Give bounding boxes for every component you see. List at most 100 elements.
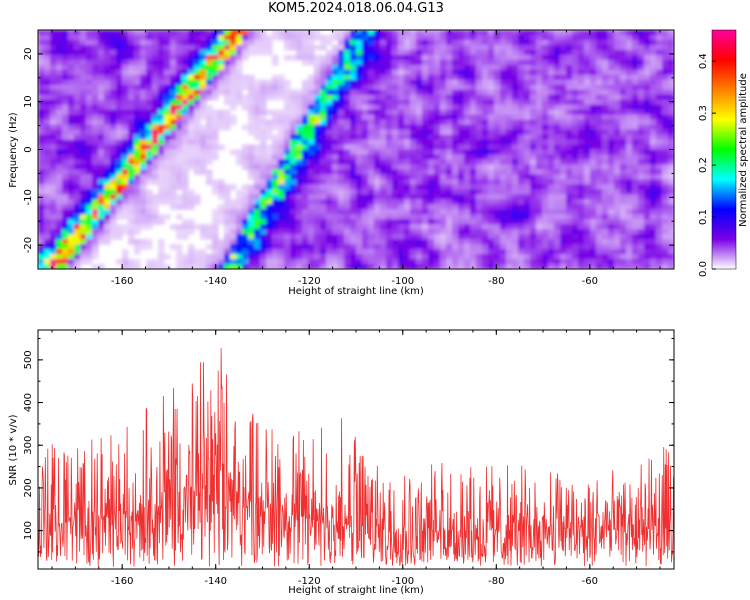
heatmap-cell [68,194,75,200]
heatmap-cell [152,59,159,66]
heatmap-cell [62,179,69,185]
heatmap-cell [158,124,165,131]
heatmap-cell [512,109,519,116]
heatmap-cell [404,54,411,61]
heatmap-cell [542,89,549,96]
heatmap-cell [398,129,405,136]
heatmap-cell [422,74,429,81]
heatmap-cell [314,159,321,166]
heatmap-cell [182,189,189,195]
heatmap-cell [308,99,315,106]
heatmap-cell [410,129,417,136]
heatmap-cell [140,204,147,210]
heatmap-cell [338,89,345,96]
heatmap-cell [350,59,357,66]
heatmap-cell [656,184,663,190]
heatmap-cell [410,74,417,81]
heatmap-cell [410,174,417,180]
heatmap-cell [482,149,489,156]
heatmap-cell [482,114,489,121]
heatmap-cell [308,59,315,66]
heatmap-cell [398,149,405,156]
heatmap-cell [380,44,387,51]
heatmap-cell [188,204,195,210]
heatmap-cell [386,239,393,245]
heatmap-cell [656,134,663,141]
heatmap-cell [152,99,159,106]
heatmap-cell [428,124,435,131]
heatmap-cell [194,249,201,255]
heatmap-cell [434,39,441,46]
heatmap-cell [572,104,579,111]
heatmap-cell [602,114,609,121]
heatmap-cell [218,79,225,86]
heatmap-cell [272,184,279,190]
x-tick-label: -120 [298,276,321,287]
heatmap-cell [416,229,423,235]
heatmap-cell [452,114,459,121]
heatmap-cell [212,124,219,131]
heatmap-cell [104,74,111,81]
heatmap-cell [656,219,663,225]
heatmap-cell [524,44,531,51]
heatmap-cell [392,234,399,240]
heatmap-cell [350,254,357,260]
heatmap-cell [650,94,657,101]
heatmap-cell [188,159,195,166]
heatmap-cell [74,124,81,131]
heatmap-cell [38,89,45,96]
heatmap-cell [224,99,231,106]
heatmap-cell [290,189,297,195]
heatmap-cell [266,184,273,190]
heatmap-cell [134,34,141,41]
heatmap-cell [560,174,567,180]
heatmap-cell [440,219,447,225]
heatmap-cell [542,164,549,171]
heatmap-cell [242,204,249,210]
heatmap-cell [332,244,339,250]
heatmap-cell [422,134,429,141]
heatmap-cell [260,164,267,171]
heatmap-cell [536,64,543,71]
heatmap-cell [62,229,69,235]
heatmap-cell [332,209,339,215]
heatmap-cell [650,44,657,51]
heatmap-cell [536,44,543,51]
heatmap-cell [332,34,339,41]
heatmap-cell [578,30,585,36]
heatmap-cell [194,69,201,76]
heatmap-cell [464,74,471,81]
heatmap-cell [278,114,285,121]
heatmap-cell [602,109,609,116]
heatmap-cell [602,94,609,101]
heatmap-cell [494,89,501,96]
heatmap-cell [458,204,465,210]
heatmap-cell [206,69,213,76]
heatmap-cell [626,139,633,146]
heatmap-cell [668,174,674,180]
heatmap-cell [596,129,603,136]
heatmap-cell [182,204,189,210]
heatmap-cell [620,139,627,146]
heatmap-cell [380,134,387,141]
heatmap-cell [512,239,519,245]
heatmap-cell [422,254,429,260]
heatmap-cell [92,254,99,260]
heatmap-cell [470,229,477,235]
heatmap-cell [74,214,81,220]
heatmap-cell [542,219,549,225]
heatmap-cell [224,264,231,269]
heatmap-cell [152,69,159,76]
heatmap-cell [464,54,471,61]
heatmap-cell [266,44,273,51]
heatmap-cell [344,104,351,111]
heatmap-cell [338,44,345,51]
heatmap-cell [86,199,93,205]
heatmap-cell [134,179,141,185]
heatmap-cell [614,254,621,260]
heatmap-cell [314,30,321,36]
heatmap-cell [590,139,597,146]
heatmap-cell [362,259,369,265]
heatmap-cell [176,39,183,46]
heatmap-cell [560,219,567,225]
